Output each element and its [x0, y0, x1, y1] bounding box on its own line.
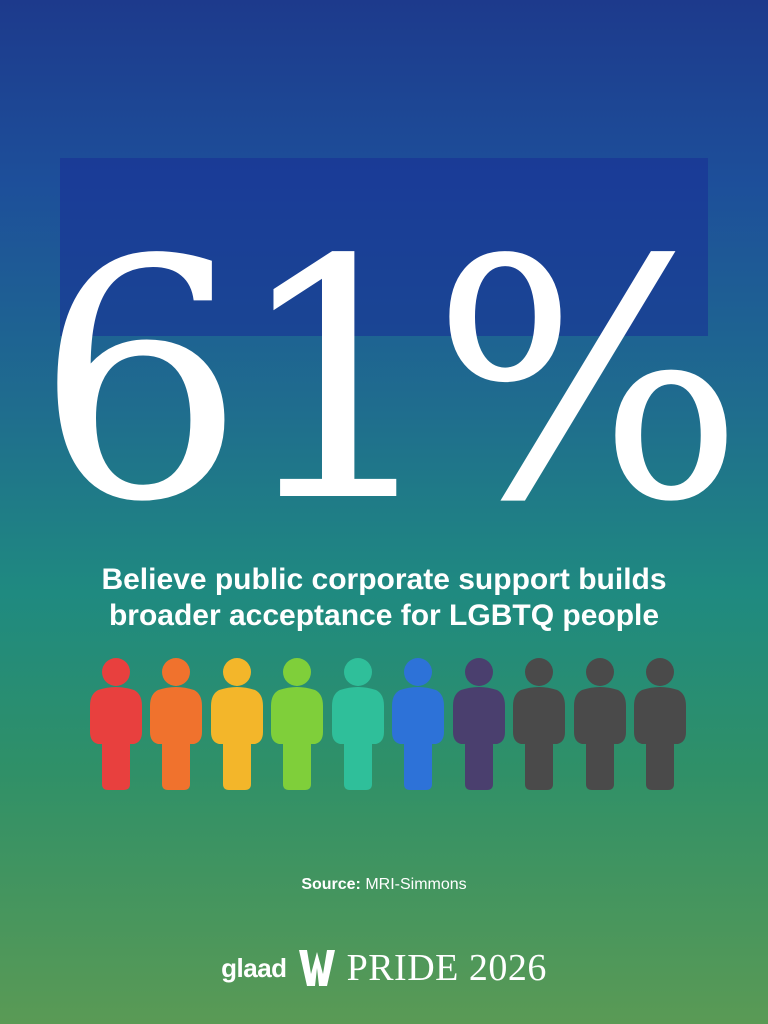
person-icon-highlighted: [269, 656, 325, 792]
source-label: Source:: [301, 876, 361, 893]
person-icon-muted: [511, 656, 567, 792]
stat-description-line-2: broader acceptance for LGBTQ people: [108, 599, 660, 632]
glaad-logo-text: glaad: [221, 952, 287, 983]
stat-description-line-1: Believe public corporate support builds: [101, 563, 667, 596]
pride-logo-icon: [298, 950, 335, 986]
source-line: Source: MRI-Simmons: [0, 876, 768, 894]
pride-event-title: PRIDE 2026: [346, 947, 547, 989]
person-icon-highlighted: [390, 656, 446, 792]
stat-highlight-box: [60, 158, 708, 336]
person-icon-highlighted: [209, 656, 265, 792]
person-icon-muted: [632, 656, 688, 792]
person-icon-muted: [451, 656, 507, 792]
person-icon-highlighted: [88, 656, 144, 792]
stat-description: Believe public corporate support builds …: [0, 562, 768, 634]
person-icon-highlighted: [148, 656, 204, 792]
person-icon-muted: [572, 656, 628, 792]
footer-branding: glaad PRIDE 2026: [0, 938, 768, 998]
person-icon-highlighted: [330, 656, 386, 792]
source-value: MRI-Simmons: [365, 876, 467, 893]
people-icon-row: [88, 656, 688, 796]
stat-value: 61%: [35, 190, 744, 574]
